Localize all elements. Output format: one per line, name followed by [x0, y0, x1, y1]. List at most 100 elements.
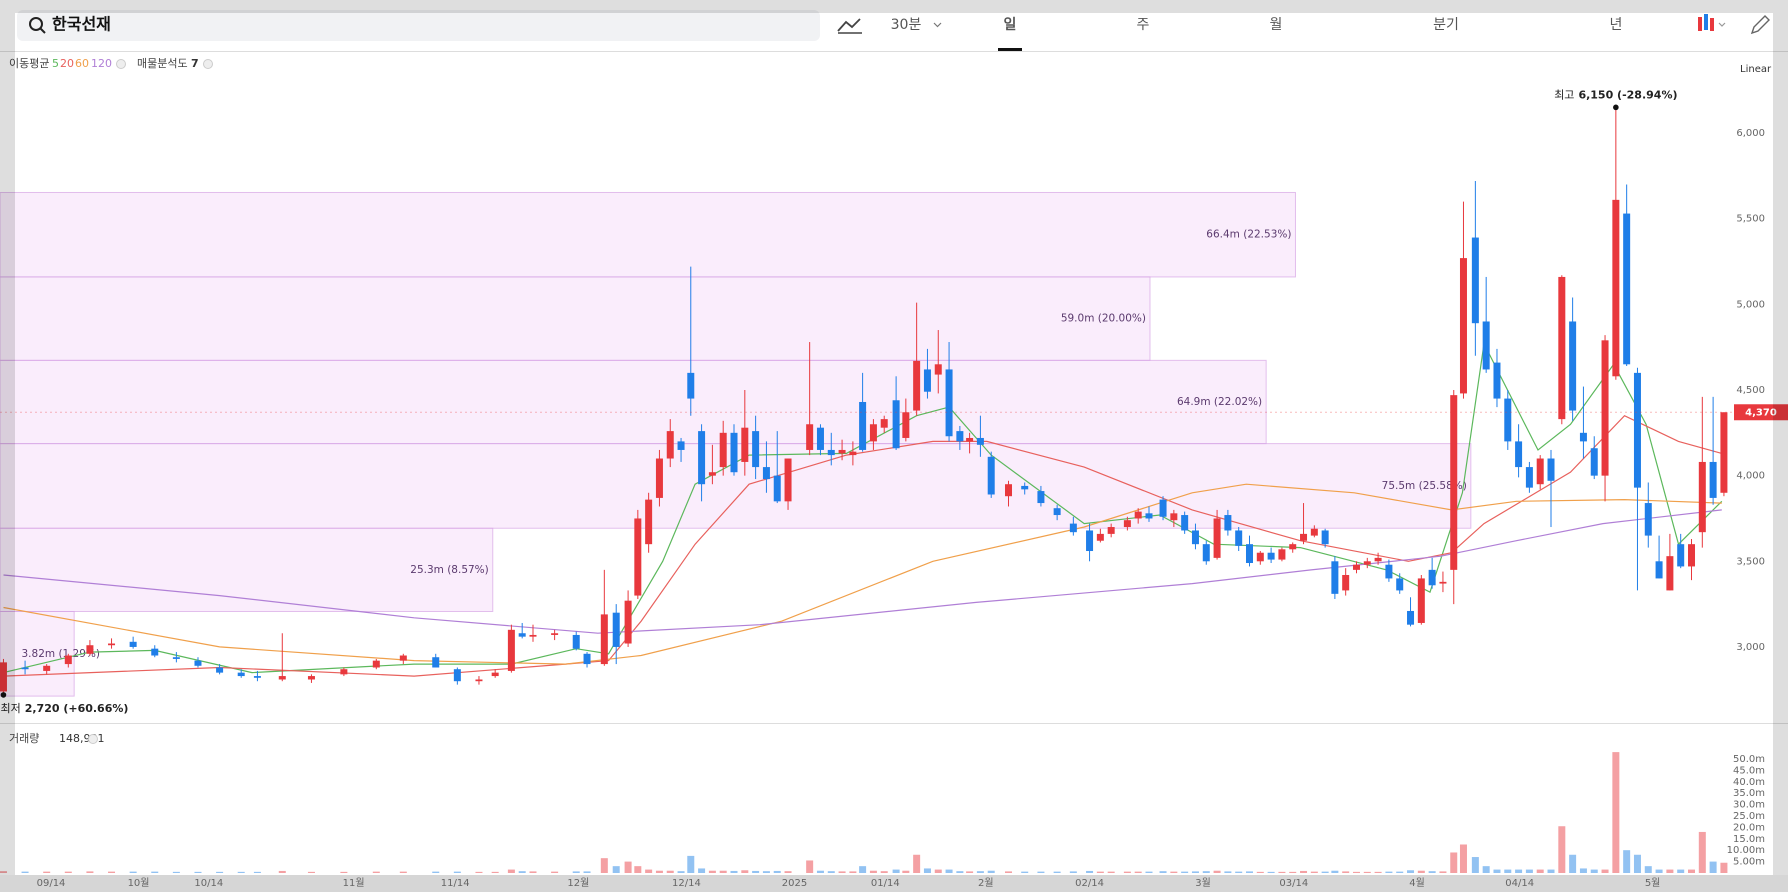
price-tag [1734, 404, 1788, 421]
candle-body [956, 431, 964, 442]
volume-bar [1181, 871, 1189, 873]
volume-bar [1107, 871, 1115, 873]
candle-body [1623, 213, 1631, 365]
profile-band [0, 359, 1267, 445]
volume-title: 거래량 [9, 732, 39, 745]
candle-body [1525, 467, 1533, 488]
candle-body [645, 499, 653, 545]
draw-tool-icon[interactable] [1750, 15, 1770, 35]
candle-body [687, 372, 695, 399]
candle-body [816, 427, 824, 450]
candle-body [1558, 276, 1566, 420]
ma-legend-close[interactable] [116, 59, 126, 69]
candle-body [708, 472, 716, 476]
candle-icon[interactable] [1710, 18, 1714, 31]
extreme-label: 최저 2,720 (+60.66%) [0, 702, 128, 715]
profile-band [0, 191, 1296, 278]
interval-select[interactable]: 30분 [891, 17, 922, 33]
search-text[interactable]: 한국선재 [52, 15, 111, 34]
candle-body [1181, 515, 1189, 531]
volume-bar [399, 871, 407, 873]
candle-body [1213, 518, 1221, 558]
volume-tick-label: 50.0m [1733, 754, 1765, 765]
volume-bar [827, 871, 835, 873]
candle-body [129, 641, 137, 647]
profile-band [0, 443, 1472, 529]
candle-body [399, 655, 407, 661]
volume-bar [677, 871, 685, 873]
search-box[interactable] [17, 10, 820, 41]
volume-bar [372, 871, 380, 873]
candle-body [1655, 561, 1663, 579]
volume-bar [1644, 866, 1652, 873]
volume-bar [1053, 871, 1061, 873]
chart-type-icon[interactable] [837, 18, 861, 32]
volume-bar [491, 871, 499, 873]
volume-bar [172, 871, 180, 873]
candle-body [880, 419, 888, 428]
volume-bar [1123, 871, 1131, 873]
volume-bar [1267, 871, 1275, 873]
interval-chevron[interactable] [933, 22, 942, 28]
volume-bar [902, 870, 910, 873]
volume-tick-label: 45.0m [1733, 765, 1765, 776]
profile-close[interactable] [203, 59, 213, 69]
volume-bar [1086, 870, 1094, 873]
candle-body [21, 667, 29, 670]
candle-body [966, 437, 974, 442]
scale-mode[interactable]: Linear [1740, 64, 1772, 75]
volume-bar [816, 870, 824, 873]
candle-icon[interactable] [1704, 14, 1708, 30]
candle-body [1439, 581, 1447, 584]
candle-chevron[interactable] [1718, 22, 1726, 27]
volume-bar [1300, 870, 1308, 873]
volume-bar [237, 871, 245, 873]
ma-line [3, 509, 1722, 634]
candle-body [1321, 530, 1329, 545]
period-tab[interactable]: 일 [1004, 17, 1017, 33]
volume-bar [21, 871, 29, 873]
y-tick-label: 4,500 [1736, 385, 1765, 396]
volume-bar [976, 871, 984, 873]
volume-bar [1558, 826, 1566, 873]
period-tab[interactable]: 년 [1610, 17, 1623, 33]
ma-legend-entry: 5 [52, 57, 59, 70]
candle-body [1245, 544, 1253, 564]
volume-bar [1134, 871, 1142, 873]
period-tab[interactable]: 월 [1270, 17, 1283, 33]
profile-label: 3.82m (1.29%) [22, 648, 101, 660]
period-tab[interactable]: 주 [1137, 17, 1150, 33]
candle-body [600, 614, 608, 665]
volume-bar [1145, 871, 1153, 873]
candle-body [1504, 398, 1512, 442]
candle-body [1300, 533, 1308, 541]
candle-body [1385, 564, 1393, 579]
candle-body [1310, 528, 1318, 536]
frame-bottom [0, 875, 1788, 892]
volume-bar [1493, 869, 1501, 873]
candle-body [1709, 461, 1717, 498]
volume-bar [934, 869, 942, 873]
candle-body [453, 669, 461, 682]
candle-body [1720, 412, 1728, 493]
volume-bar [1342, 871, 1350, 873]
volume-bar [340, 871, 348, 873]
volume-tick-label: 15.0m [1733, 834, 1765, 845]
candle-body [634, 518, 642, 596]
period-tab[interactable]: 분기 [1433, 17, 1459, 33]
volume-bar [507, 869, 515, 873]
candle-icon[interactable] [1698, 17, 1702, 31]
candle-body [1278, 549, 1286, 560]
x-tick-label: 12/14 [672, 878, 701, 889]
volume-bar [1407, 870, 1415, 873]
volume-bar [194, 871, 202, 873]
volume-bar [551, 871, 559, 873]
candle-body [1069, 523, 1077, 533]
candle-body [784, 458, 792, 502]
volume-bar [838, 871, 846, 873]
volume-bar [1709, 861, 1717, 873]
volume-bars [0, 752, 1728, 873]
volume-bar [1289, 871, 1297, 873]
candle-body [151, 648, 159, 656]
volume-close[interactable] [88, 734, 98, 744]
